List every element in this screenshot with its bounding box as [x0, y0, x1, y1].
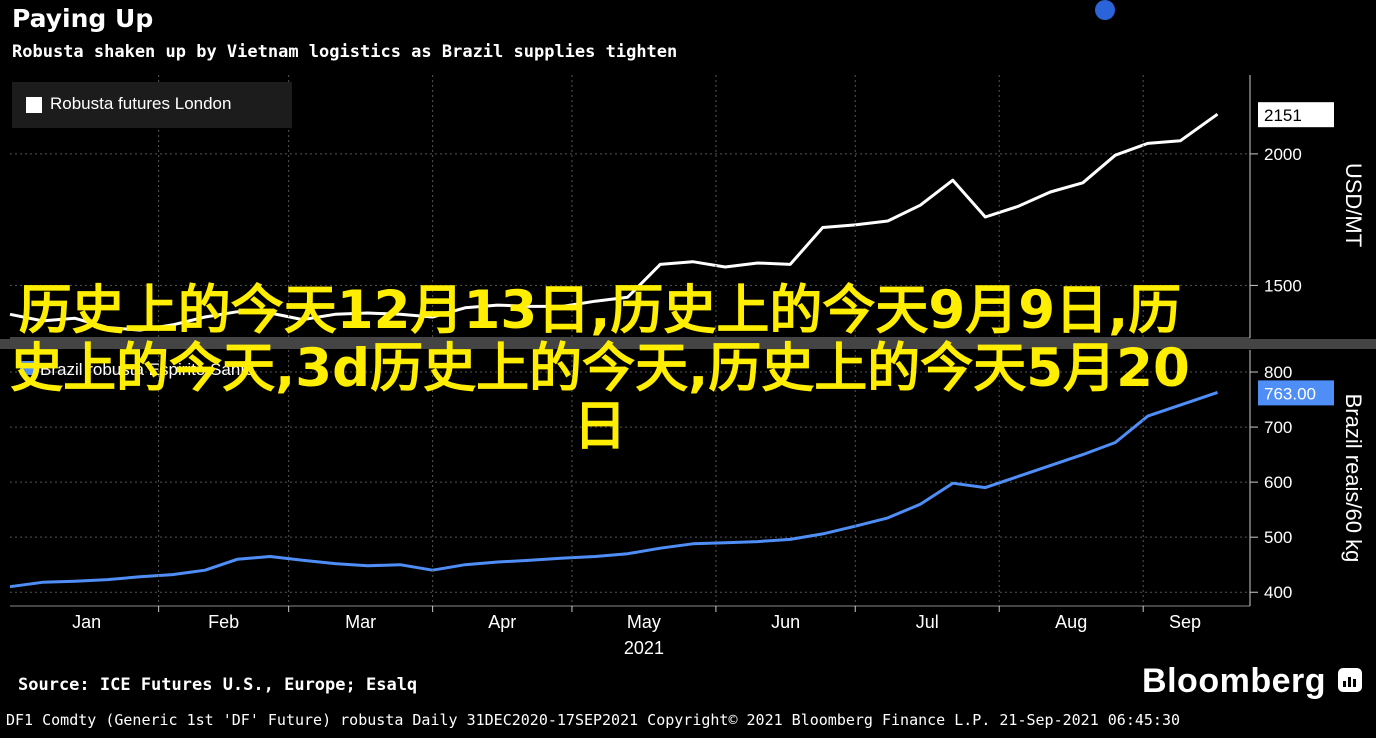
legend-bottom: Brazil robusta Espirito Santo [20, 360, 255, 380]
legend-top-swatch [26, 97, 42, 113]
y-tick-label: 500 [1264, 528, 1292, 547]
x-tick-label: Jul [916, 612, 939, 632]
x-tick-label: Mar [345, 612, 376, 632]
bloomberg-chart-icon [1338, 668, 1362, 692]
last-value-label: 2151 [1264, 106, 1302, 125]
panel-divider [0, 339, 1376, 349]
last-value-label: 763.00 [1264, 384, 1316, 403]
last-value-box [1258, 102, 1334, 128]
chart-title: Paying Up [12, 4, 154, 33]
legend-bottom-label: Brazil robusta Espirito Santo [40, 360, 255, 379]
y-tick-label: 1500 [1264, 276, 1302, 295]
x-year-label: 2021 [624, 638, 664, 658]
y-tick-label: 600 [1264, 473, 1292, 492]
overlay-caption: 历史上的今天12月13日,历史上的今天9月9日,历史上的今天,3d历史上的今天,… [10, 280, 1190, 457]
series-line-0 [9, 112, 1219, 332]
y-tick-label: 2000 [1264, 145, 1302, 164]
footer-info: DF1 Comdty (Generic 1st 'DF' Future) rob… [6, 711, 1180, 729]
legend-top: Robusta futures London [12, 82, 292, 128]
y-tick-label: 700 [1264, 418, 1292, 437]
x-tick-label: Sep [1169, 612, 1201, 632]
series-line-1 [9, 390, 1218, 589]
chart-subtitle: Robusta shaken up by Vietnam logistics a… [12, 42, 678, 62]
source-note: Source: ICE Futures U.S., Europe; Esalq [18, 675, 418, 695]
x-tick-label: Jun [771, 612, 800, 632]
x-tick-label: Jan [72, 612, 101, 632]
bloomberg-logo: Bloomberg [1142, 662, 1326, 700]
x-tick-label: Apr [488, 612, 516, 632]
legend-top-label: Robusta futures London [50, 94, 232, 113]
y-tick-label: 400 [1264, 583, 1292, 602]
x-tick-label: Feb [208, 612, 239, 632]
y-axis-title: USD/MT [1341, 163, 1366, 247]
x-tick-label: May [627, 612, 661, 632]
last-value-box [1258, 380, 1334, 406]
y-tick-label: 800 [1264, 363, 1292, 382]
legend-bottom-swatch [20, 361, 34, 375]
y-axis-title: Brazil reais/60 kg [1341, 394, 1366, 563]
blue-dot-marker [1095, 0, 1115, 20]
x-tick-label: Aug [1055, 612, 1087, 632]
